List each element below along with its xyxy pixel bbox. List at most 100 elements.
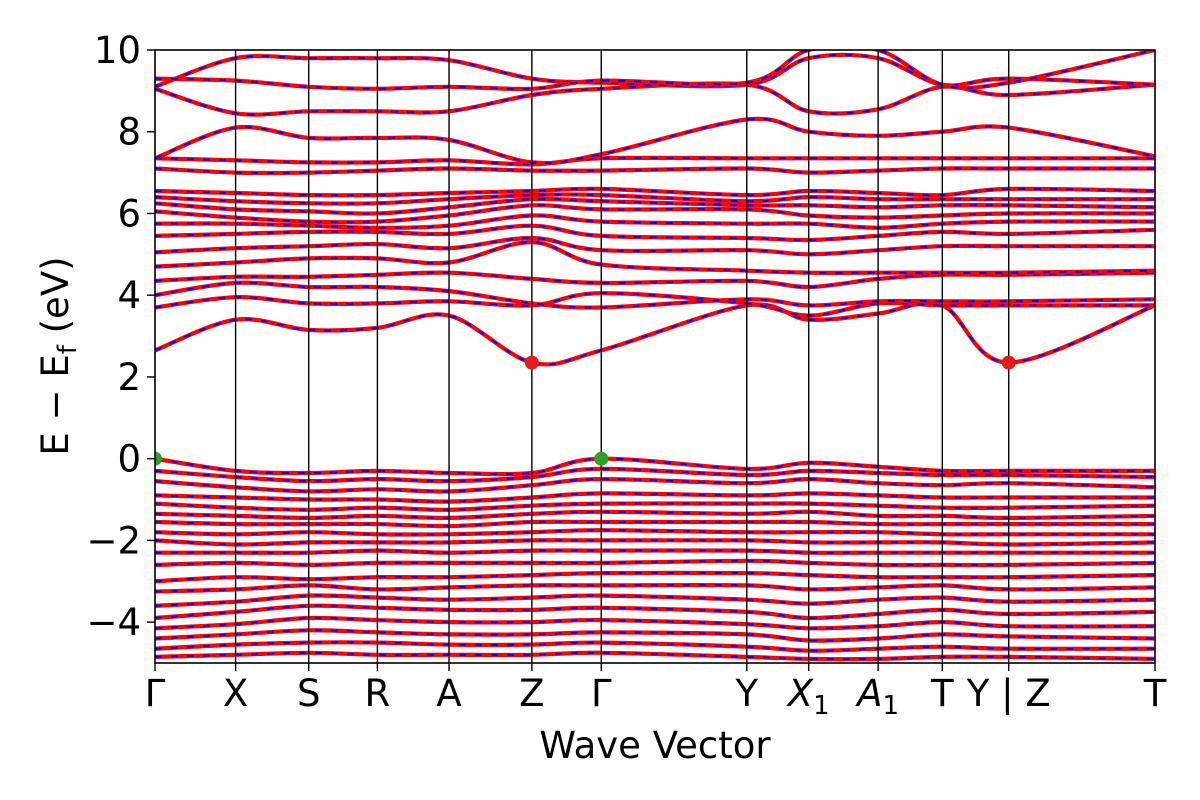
- band-overlay-line: [155, 594, 1155, 607]
- band-23: [155, 501, 1155, 512]
- band-overlay-line: [155, 167, 1155, 174]
- x-tick-label: Z: [519, 672, 544, 715]
- band-overlay-line: [155, 301, 1155, 366]
- band-22: [155, 491, 1155, 504]
- x-tick-label: Y: [734, 672, 758, 715]
- band-overlay-line: [155, 529, 1155, 536]
- band-overlay-line: [155, 492, 1155, 503]
- band-26: [155, 528, 1155, 537]
- band-overlay-line: [155, 241, 1155, 274]
- band-31: [155, 582, 1155, 594]
- x-tick-label: R: [365, 672, 391, 715]
- y-tick-label: 8: [117, 111, 141, 154]
- band-line: [155, 300, 1155, 367]
- y-axis-label-sub: f: [53, 344, 83, 354]
- band-7: [155, 223, 1155, 243]
- x-axis-label: Wave Vector: [539, 724, 771, 767]
- band-overlay-line: [155, 549, 1155, 554]
- band-overlay-line: [155, 616, 1155, 630]
- x-tick-label: A: [436, 672, 461, 715]
- band-32: [155, 593, 1155, 608]
- band-21: [155, 476, 1155, 494]
- band-33: [155, 603, 1155, 621]
- y-tick-label: −2: [86, 519, 141, 562]
- x-tick-label: Γ: [591, 672, 612, 715]
- x-tick-label: S: [297, 672, 321, 715]
- band-25: [155, 519, 1155, 529]
- band-6: [155, 235, 1155, 257]
- x-tick-label: Y | Z: [966, 672, 1051, 715]
- x-tick-label: T: [1143, 672, 1167, 715]
- band-overlay-line: [155, 584, 1155, 593]
- band-overlay-line: [155, 510, 1155, 519]
- vbm-marker: [594, 451, 609, 466]
- y-tick-label: 0: [117, 438, 141, 481]
- band-overlay-line: [155, 193, 1155, 205]
- band-overlay-line: [155, 197, 1155, 215]
- band-12: [155, 186, 1155, 198]
- band-34: [155, 615, 1155, 631]
- band-30: [155, 570, 1155, 584]
- band-35: [155, 628, 1155, 643]
- y-axis-label-main: E − E: [34, 354, 77, 455]
- band-lines: [155, 50, 1155, 662]
- band-8: [155, 213, 1155, 230]
- band-overlay-line: [155, 156, 1155, 166]
- band-overlay-line: [155, 292, 1155, 317]
- y-axis: −4 −2 0 2 4 6 8 10: [86, 29, 155, 644]
- band-1: [155, 300, 1155, 367]
- band-overlay-line: [155, 236, 1155, 256]
- kpoint-separators: [234, 50, 1010, 663]
- band-overlay-line: [155, 604, 1155, 620]
- x-tick-label: X1: [786, 672, 830, 721]
- band-overlay-line: [155, 651, 1155, 661]
- band-overlay-line: [155, 629, 1155, 642]
- band-edge-markers: [155, 355, 1016, 466]
- x-tick-label: T: [930, 672, 954, 715]
- band-29: [155, 558, 1155, 568]
- band-5: [155, 239, 1155, 275]
- y-axis-label: E − Ef (eV): [34, 256, 83, 455]
- band-overlay-line: [155, 502, 1155, 511]
- y-tick-label: −4: [86, 601, 141, 644]
- band-overlay-line: [155, 478, 1155, 493]
- cbm-marker: [1001, 355, 1016, 370]
- band-overlay-line: [155, 457, 1155, 476]
- band-37: [155, 650, 1155, 662]
- band-overlay-line: [155, 187, 1155, 197]
- band-28: [155, 548, 1155, 555]
- band-18: [155, 50, 1155, 92]
- vbm-marker: [155, 451, 162, 466]
- x-tick-label: Γ: [145, 672, 166, 715]
- band-overlay-line: [155, 214, 1155, 229]
- band-11: [155, 192, 1155, 206]
- band-9: [155, 203, 1155, 225]
- y-tick-label: 6: [117, 192, 141, 235]
- band-overlay-line: [155, 571, 1155, 583]
- x-axis: Γ X S R A Z Γ Y X1 A1 T Y | Z T: [145, 663, 1167, 721]
- band-overlay-line: [155, 520, 1155, 528]
- band-36: [155, 640, 1155, 653]
- band-27: [155, 538, 1155, 547]
- cbm-marker: [524, 355, 539, 370]
- band-20: [155, 466, 1155, 484]
- band-overlay-line: [155, 539, 1155, 546]
- band-overlay-line: [155, 50, 1155, 90]
- plot-frame: [154, 49, 1156, 664]
- band-overlay-line: [155, 204, 1155, 224]
- band-13: [155, 166, 1155, 176]
- x-tick-label: A1: [855, 672, 899, 721]
- band-overlay-line: [155, 641, 1155, 652]
- band-14: [155, 155, 1155, 167]
- band-overlay-line: [155, 559, 1155, 567]
- band-overlay-line: [155, 467, 1155, 483]
- band-24: [155, 509, 1155, 521]
- y-tick-label: 2: [117, 356, 141, 399]
- band-overlay-line: [155, 224, 1155, 242]
- y-tick-label: 4: [117, 274, 141, 317]
- x-tick-label: X: [223, 672, 248, 715]
- y-axis-label-unit: (eV): [34, 256, 77, 345]
- y-tick-label: 10: [94, 29, 141, 72]
- band-10: [155, 196, 1155, 216]
